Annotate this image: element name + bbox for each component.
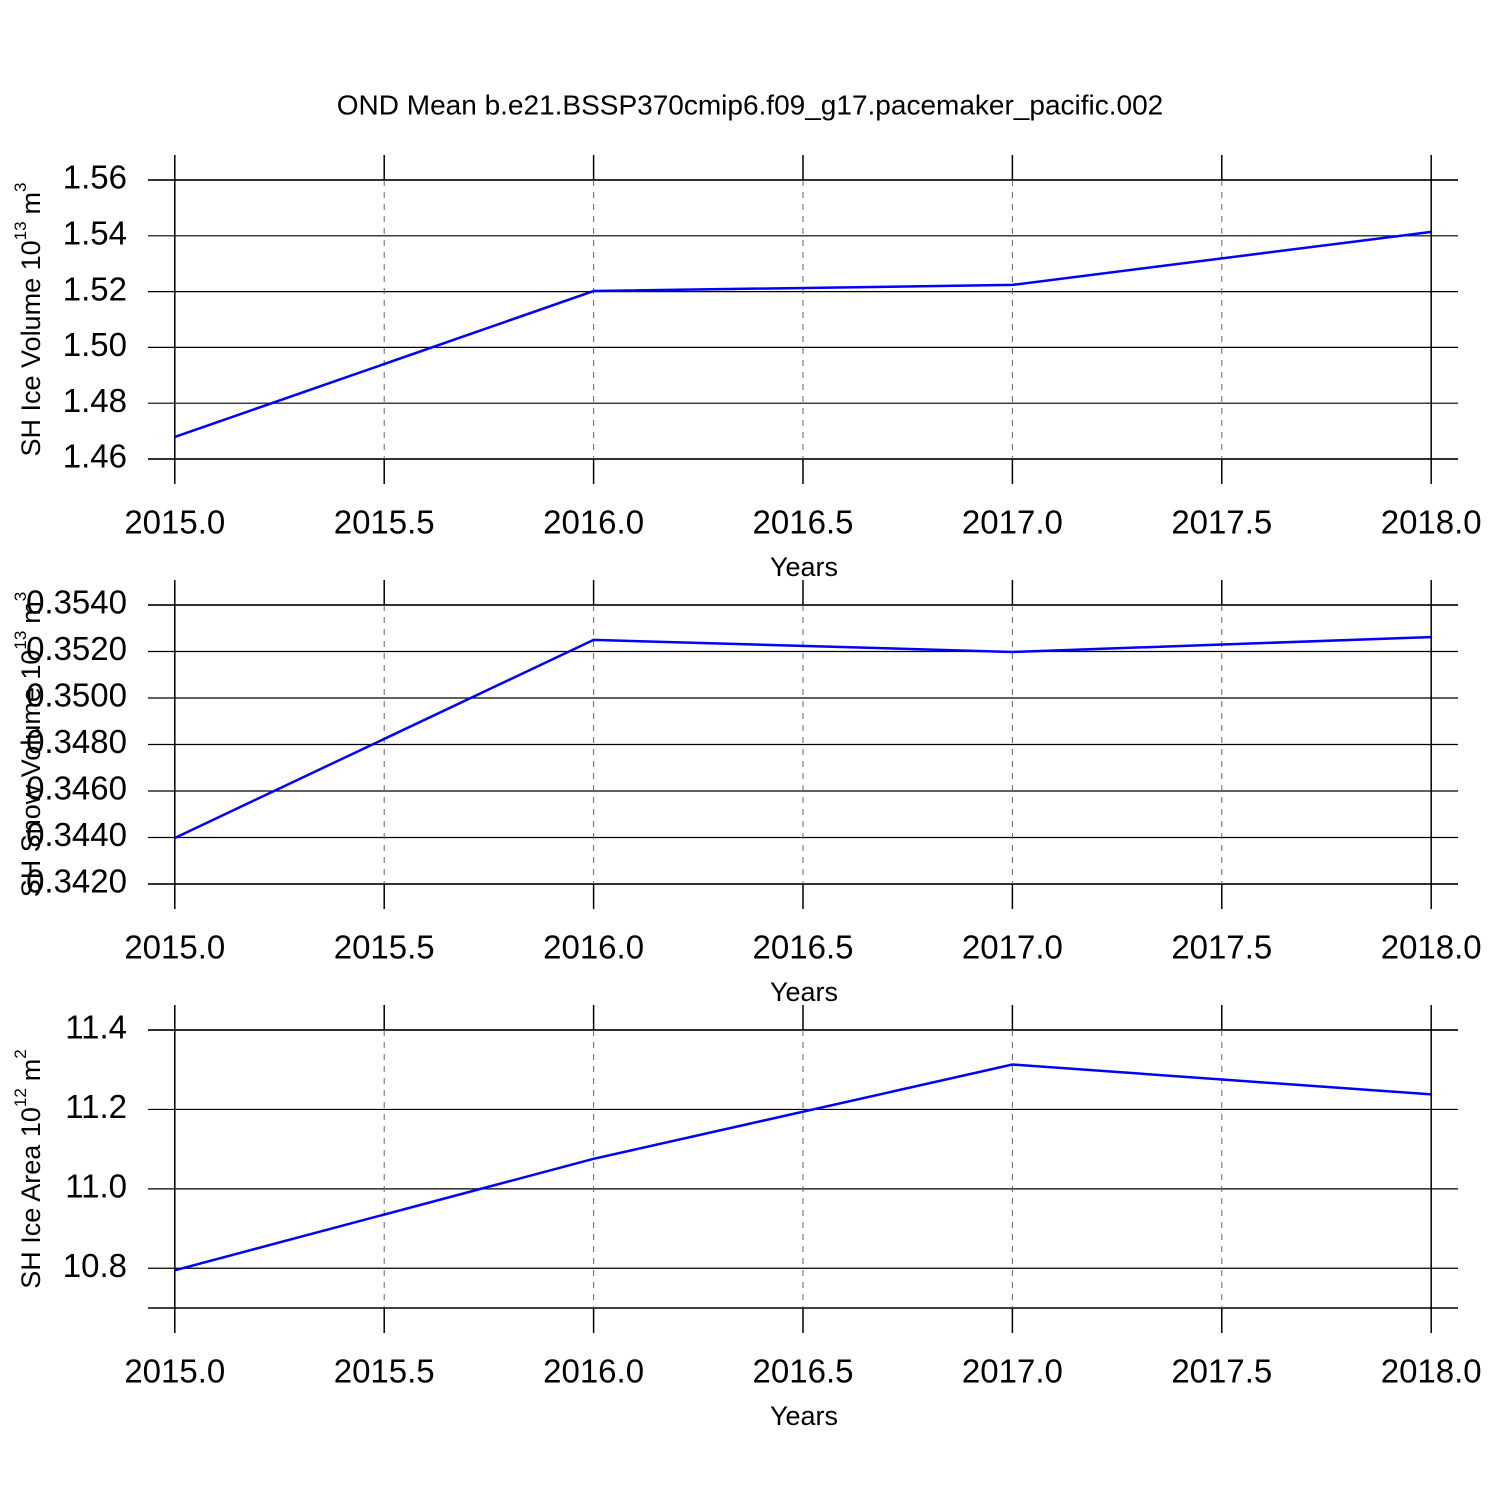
x-tick-label: 2017.0 [962, 504, 1063, 541]
y-axis-label-part: SH Ice Volume 10 [16, 240, 46, 456]
y-axis-label-part: 3 [11, 182, 30, 191]
y-axis-label: SH Ice Volume 1013 m3 [11, 182, 46, 456]
x-tick-label: 2017.5 [1171, 504, 1272, 541]
x-tick-label: 2015.5 [334, 929, 435, 966]
y-axis-label-part: SH Snow Volume 10 [16, 650, 46, 898]
x-tick-label: 2017.5 [1171, 929, 1272, 966]
x-tick-label: 2018.0 [1381, 504, 1482, 541]
y-tick-label: 1.54 [63, 215, 127, 252]
y-tick-label: 11.0 [65, 1168, 127, 1205]
x-tick-label: 2017.0 [962, 929, 1063, 966]
y-tick-label: 1.56 [63, 159, 127, 196]
x-tick-label: 2017.5 [1171, 1353, 1272, 1390]
x-tick-label: 2016.0 [543, 504, 644, 541]
y-axis-label-part: 3 [11, 592, 30, 601]
x-tick-label: 2016.0 [543, 1353, 644, 1390]
y-axis-label-part: 13 [11, 221, 30, 240]
x-tick-label: 2017.0 [962, 1353, 1063, 1390]
y-tick-label: 11.2 [65, 1088, 127, 1125]
data-line [174, 230, 1432, 439]
y-axis-label-part: m [16, 601, 46, 624]
x-tick-label: 2015.0 [124, 1353, 225, 1390]
y-axis-label-part: m [16, 1059, 46, 1082]
chart-title: OND Mean b.e21.BSSP370cmip6.f09_g17.pace… [337, 89, 1164, 120]
x-tick-label: 2015.5 [334, 1353, 435, 1390]
x-tick-label: 2018.0 [1381, 929, 1482, 966]
y-axis-label-part: 13 [11, 631, 30, 650]
x-axis-label: Years [770, 977, 838, 1007]
y-tick-label: 0.3520 [26, 630, 127, 667]
y-axis-label-part: SH Ice Area 10 [16, 1107, 46, 1289]
y-tick-label: 1.48 [63, 382, 127, 419]
y-tick-label: 11.4 [65, 1009, 127, 1046]
y-tick-label: 0.3540 [26, 584, 127, 621]
x-axis-label: Years [770, 1401, 838, 1431]
x-axis-label: Years [770, 552, 838, 582]
y-tick-label: 10.8 [63, 1247, 127, 1284]
x-tick-label: 2016.0 [543, 929, 644, 966]
y-tick-label: 0.3460 [26, 770, 127, 807]
data-line [174, 1063, 1432, 1272]
y-tick-label: 0.3440 [26, 816, 127, 853]
y-axis-label-part: 2 [11, 1049, 30, 1058]
x-tick-label: 2015.5 [334, 504, 435, 541]
x-tick-label: 2016.5 [753, 504, 854, 541]
y-axis-label-part: m [16, 192, 46, 215]
data-line [174, 635, 1432, 840]
y-tick-label: 0.3480 [26, 723, 127, 760]
x-tick-label: 2015.0 [124, 504, 225, 541]
y-axis-label: SH Snow Volume 1013 m3 [11, 592, 46, 898]
y-axis-label: SH Ice Area 1012 m2 [11, 1049, 46, 1289]
x-tick-label: 2018.0 [1381, 1353, 1482, 1390]
x-tick-label: 2015.0 [124, 929, 225, 966]
y-tick-label: 1.46 [63, 438, 127, 475]
y-axis-label-part: 12 [11, 1088, 30, 1107]
y-tick-label: 1.52 [63, 270, 127, 307]
y-tick-label: 0.3420 [26, 863, 127, 900]
x-tick-label: 2016.5 [753, 929, 854, 966]
x-tick-label: 2016.5 [753, 1353, 854, 1390]
y-tick-label: 1.50 [63, 326, 127, 363]
y-tick-label: 0.3500 [26, 677, 127, 714]
